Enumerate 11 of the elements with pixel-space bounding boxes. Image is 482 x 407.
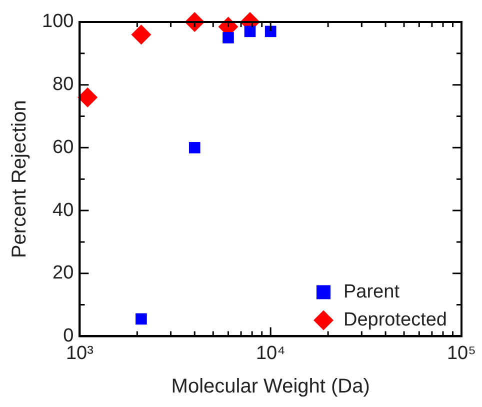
- y-tick-label: 60: [52, 136, 74, 158]
- x-tick-label: 10⁵: [446, 342, 476, 364]
- y-tick-label: 20: [52, 262, 74, 284]
- legend-label: Deprotected: [343, 309, 448, 330]
- legend-label: Parent: [343, 281, 400, 302]
- x-tick-label: 10⁴: [256, 342, 286, 364]
- y-tick-label: 80: [52, 74, 74, 96]
- y-tick-label: 100: [42, 11, 74, 32]
- y-tick-label: 40: [52, 200, 74, 221]
- x-axis-title: Molecular Weight (Da): [171, 376, 370, 398]
- y-axis-title: Percent Rejection: [8, 100, 31, 258]
